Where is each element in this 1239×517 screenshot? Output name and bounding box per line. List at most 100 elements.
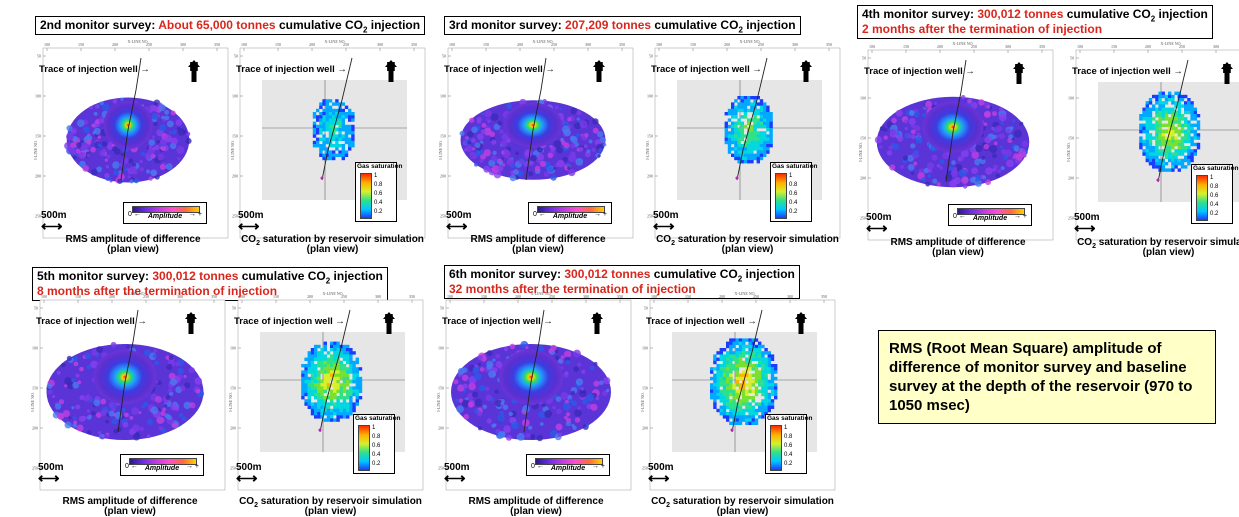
gas-saturation-tick: 0.4 bbox=[784, 452, 793, 458]
amplitude-high-label: → + bbox=[185, 463, 199, 470]
scale-bar: 500m ⟷ bbox=[238, 210, 264, 235]
rms-caption-line2: (plan view) bbox=[512, 244, 564, 255]
x-tick-label: 100 bbox=[869, 44, 875, 49]
y-tick-label: 250 bbox=[232, 214, 238, 219]
y-tick-label: 200 bbox=[32, 426, 38, 431]
gas-saturation-tick: 0.4 bbox=[789, 200, 798, 206]
x-tick-label: 150 bbox=[275, 42, 281, 47]
trace-of-injection-well-label: Trace of injection well → bbox=[1072, 66, 1183, 77]
amplitude-low-label: 0 ← bbox=[953, 213, 966, 220]
scale-label: 500m bbox=[653, 210, 679, 221]
survey-title-line1: 2nd monitor survey: About 65,000 tonnes … bbox=[40, 18, 421, 35]
co2-saturation-map: 100 150 200 250 300 350 X-LINE NO. 50 100 150 200 2… bbox=[645, 40, 845, 240]
x-tick-label: 250 bbox=[753, 294, 759, 299]
survey-title-line1: 5th monitor survey: 300,012 tonnes cumul… bbox=[37, 269, 383, 286]
x-tick-label: 150 bbox=[690, 42, 696, 47]
north-arrow-icon: N bbox=[593, 60, 605, 82]
scale-label: 500m bbox=[446, 210, 472, 221]
sim-caption: CO2 saturation by reservoir simulation(p… bbox=[1061, 238, 1239, 258]
gas-saturation-tick: 0.8 bbox=[374, 182, 383, 188]
trace-of-injection-well-label: Trace of injection well → bbox=[39, 64, 150, 75]
y-tick-label: 50 bbox=[34, 306, 38, 311]
survey-title-line1: 4th monitor survey: 300,012 tonnes cumul… bbox=[862, 7, 1208, 24]
scale-label: 500m bbox=[238, 210, 264, 221]
y-tick-label: 100 bbox=[230, 346, 236, 351]
gas-saturation-tick: 0.8 bbox=[1210, 184, 1219, 190]
sim-caption-line2: (plan view) bbox=[1142, 247, 1195, 258]
gas-saturation-legend-title: Gas saturation bbox=[772, 163, 818, 170]
trace-of-injection-well-label: Trace of injection well → bbox=[442, 316, 553, 327]
y-tick-label: 200 bbox=[438, 426, 444, 431]
rms-amplitude-map: 100 150 200 250 300 350 X-LINE NO. 50 100 150 200 2… bbox=[436, 292, 636, 492]
scale-bar: 500m ⟷ bbox=[236, 462, 262, 486]
gas-saturation-legend: Gas saturation 1 0.8 0.6 0.4 0.2 bbox=[1191, 164, 1239, 224]
gas-saturation-tick: 0.6 bbox=[784, 443, 793, 449]
x-tick-label: 100 bbox=[1077, 44, 1083, 49]
x-tick-label: 250 bbox=[1179, 44, 1185, 49]
x-tick-label: 300 bbox=[375, 294, 381, 299]
trace-of-injection-well-label: Trace of injection well → bbox=[234, 316, 345, 327]
amplitude-colorbar bbox=[129, 458, 197, 465]
y-tick-label: 100 bbox=[647, 94, 653, 99]
scale-bar: 500m ⟷ bbox=[38, 462, 64, 487]
y-tick-label: 50 bbox=[649, 54, 653, 59]
sim-caption: CO2 saturation by reservoir simulation(p… bbox=[640, 235, 855, 255]
sim-caption: CO2 saturation by reservoir simulation(p… bbox=[223, 497, 438, 517]
gas-saturation-colorbar bbox=[358, 425, 370, 471]
y-tick-label: 250 bbox=[642, 466, 648, 471]
y-tick-label: 50 bbox=[862, 56, 866, 61]
y-tick-label: 250 bbox=[647, 214, 653, 219]
trace-of-injection-well-label: Trace of injection well → bbox=[646, 316, 757, 327]
iline-label: I-LINE NO. bbox=[436, 392, 441, 412]
gas-saturation-tick: 0.6 bbox=[789, 191, 798, 197]
y-tick-label: 200 bbox=[1068, 176, 1074, 181]
map-svg: 100 150 200 250 300 350 X-LINE NO. 50 100 150 200 2… bbox=[228, 292, 424, 491]
xline-label: X-LINE NO. bbox=[324, 40, 345, 44]
double-arrow-icon: ⟷ bbox=[38, 470, 60, 487]
x-tick-label: 300 bbox=[180, 42, 186, 47]
double-arrow-icon: ⟷ bbox=[238, 218, 260, 235]
y-tick-label: 100 bbox=[232, 94, 238, 99]
amplitude-low-label: 0 ← bbox=[125, 463, 138, 470]
co2-saturation-map: 100 150 200 250 300 350 X-LINE NO. 50 100 150 200 2… bbox=[230, 40, 430, 240]
rms-caption-line1: RMS amplitude of difference bbox=[65, 234, 201, 245]
scale-label: 500m bbox=[444, 462, 470, 473]
gas-saturation-legend-title: Gas saturation bbox=[357, 163, 403, 170]
x-tick-label: 100 bbox=[241, 42, 247, 47]
xline-label: X-LINE NO. bbox=[1160, 42, 1181, 46]
x-tick-label: 250 bbox=[343, 42, 349, 47]
y-tick-label: 150 bbox=[230, 386, 236, 391]
y-tick-label: 250 bbox=[1068, 216, 1074, 221]
survey-title-box: 4th monitor survey: 300,012 tonnes cumul… bbox=[857, 5, 1213, 39]
tonnes-value: 207,209 tonnes bbox=[565, 18, 652, 32]
gas-saturation-tick: 0.8 bbox=[372, 434, 381, 440]
y-tick-label: 250 bbox=[438, 466, 444, 471]
amplitude-legend-label: Amplitude bbox=[972, 215, 1008, 222]
iline-label: I-LINE NO. bbox=[858, 142, 863, 162]
x-tick-label: 250 bbox=[549, 294, 555, 299]
amplitude-high-label: → + bbox=[188, 211, 202, 218]
rms-amplitude-map: 100 150 200 250 300 350 X-LINE NO. 50 100 150 200 2… bbox=[858, 42, 1058, 242]
y-tick-label: 200 bbox=[440, 174, 446, 179]
sim-caption: CO2 saturation by reservoir simulation(p… bbox=[225, 235, 440, 255]
x-tick-label: 300 bbox=[583, 294, 589, 299]
gas-saturation-tick: 0.4 bbox=[372, 452, 381, 458]
rms-amplitude-map: 100 150 200 250 300 350 X-LINE NO. 50 100 150 200 2… bbox=[30, 292, 230, 492]
gas-saturation-legend-title: Gas saturation bbox=[767, 415, 813, 422]
x-tick-label: 150 bbox=[1111, 44, 1117, 49]
x-tick-label: 200 bbox=[719, 294, 725, 299]
tonnes-value: 300,012 tonnes bbox=[977, 7, 1064, 21]
amplitude-colorbar bbox=[535, 458, 603, 465]
x-tick-label: 250 bbox=[758, 42, 764, 47]
sim-caption-line2: (plan view) bbox=[716, 506, 769, 517]
gas-saturation-tick: 0.2 bbox=[374, 209, 383, 215]
y-tick-label: 100 bbox=[32, 346, 38, 351]
amplitude-low-label: 0 ← bbox=[533, 211, 546, 218]
survey-title-line2: 32 months after the termination of injec… bbox=[449, 282, 696, 296]
amplitude-high-label: → + bbox=[591, 463, 605, 470]
north-arrow-icon: N bbox=[591, 312, 603, 334]
rms-caption: RMS amplitude of difference (plan view) bbox=[30, 497, 230, 517]
y-tick-label: 150 bbox=[860, 136, 866, 141]
amplitude-colorbar bbox=[132, 206, 200, 213]
iline-label: I-LINE NO. bbox=[33, 140, 38, 160]
